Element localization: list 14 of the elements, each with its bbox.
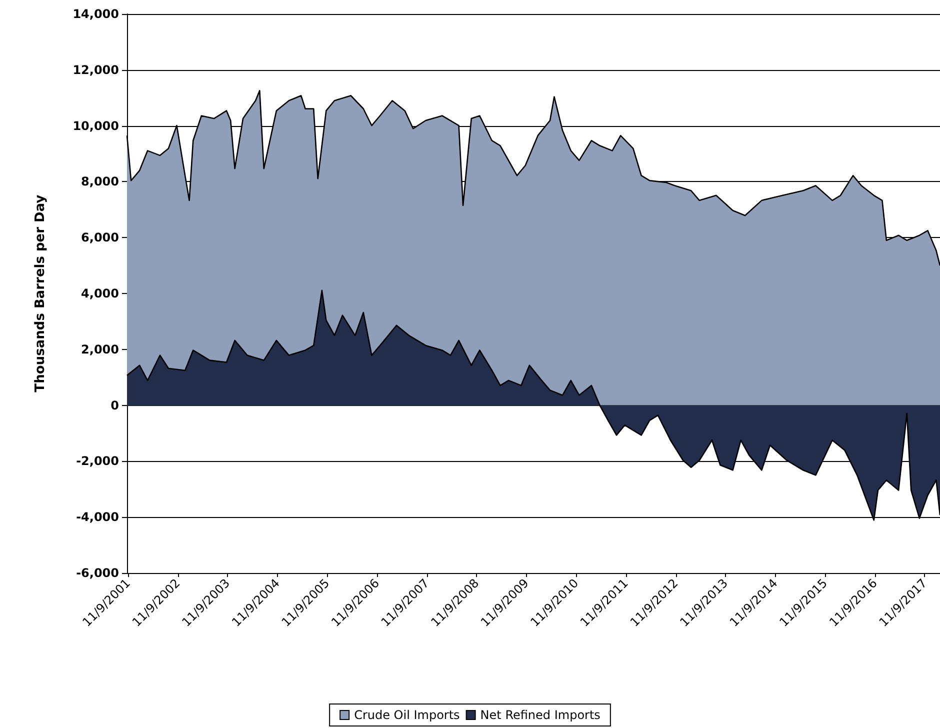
- y-tick-label: 14,000: [72, 7, 119, 21]
- y-tick-label: -6,000: [76, 566, 119, 580]
- y-tick-label: -2,000: [76, 454, 119, 468]
- y-tick-label: 12,000: [72, 62, 119, 77]
- y-tick-label: 4,000: [81, 286, 119, 300]
- y-tick-label: 10,000: [72, 118, 119, 133]
- legend-label: Net Refined Imports: [480, 708, 600, 722]
- y-axis-title: Thousands Barrels per Day: [33, 194, 48, 392]
- y-tick-label: -4,000: [76, 510, 119, 524]
- y-tick-label: 2,000: [81, 342, 119, 356]
- y-tick-label: 6,000: [81, 230, 119, 245]
- y-tick-label: 0: [110, 398, 119, 412]
- y-tick-label: 8,000: [81, 174, 119, 189]
- legend-label: Crude Oil Imports: [354, 708, 460, 722]
